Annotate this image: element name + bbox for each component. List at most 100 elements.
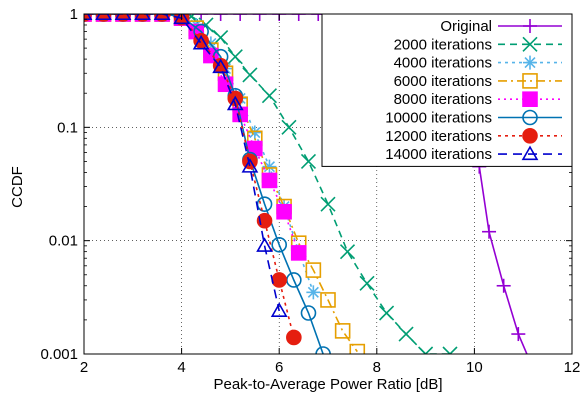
- series-14000-iterations-point: [226, 95, 244, 111]
- series-14000-iterations-point: [153, 14, 171, 21]
- y-tick-label: 0.1: [57, 119, 78, 136]
- legend-6000-iterations-marker-shape: [522, 73, 538, 89]
- series-original-point: [291, 14, 306, 21]
- legend-6000-iterations-label: 6000 iterations: [394, 73, 492, 90]
- series-14000-iterations-line: [84, 14, 280, 312]
- series-4000-iterations-point-stroke: [263, 161, 276, 173]
- series-2000-iterations-point-stroke: [320, 196, 336, 212]
- series-8000-iterations-point: [261, 172, 278, 189]
- x-tick-label: 10: [466, 359, 483, 376]
- series-14000-iterations-point-shape: [192, 34, 210, 50]
- series-14000-iterations-point-shape: [134, 14, 151, 21]
- legend-8000-iterations-marker: [522, 91, 538, 107]
- series-2000-iterations-point: [213, 29, 229, 46]
- series-14000-iterations-point: [241, 158, 259, 173]
- series-14000-iterations-point: [192, 34, 210, 50]
- legend-original-label: Original: [440, 18, 492, 35]
- series-original-point: [482, 224, 497, 239]
- series-2000-iterations-point: [281, 119, 297, 135]
- series-2000-iterations-point: [261, 88, 278, 104]
- series-14000-iterations-point: [134, 14, 151, 21]
- x-axis-label: Peak-to-Average Power Ratio [dB]: [213, 376, 442, 393]
- legend-12000-iterations-label: 12000 iterations: [385, 128, 492, 145]
- legend-6000-iterations-marker: [522, 73, 538, 89]
- series-12000-iterations-point-shape: [286, 329, 302, 346]
- series-2000-iterations-point: [320, 196, 336, 212]
- series-14000-iterations-point: [212, 58, 230, 74]
- y-axis-label: CCDF: [9, 166, 26, 208]
- legend-4000-iterations-marker-stroke: [524, 57, 536, 69]
- series-12000-iterations-point-shape: [193, 33, 209, 49]
- series-2000-iterations-point: [242, 67, 258, 83]
- legend-14000-iterations-marker: [521, 145, 539, 161]
- series-2000-iterations-point-stroke: [227, 49, 243, 65]
- series-6000-iterations-point-shape: [320, 292, 336, 308]
- legend-14000-iterations-label: 14000 iterations: [385, 146, 492, 163]
- series-4000-iterations-point-stroke: [307, 286, 319, 298]
- series-6000-iterations-point-shape: [305, 262, 322, 278]
- series-2000-iterations-point-stroke: [418, 346, 427, 354]
- x-tick-label: 2: [80, 359, 88, 376]
- series-10000-iterations-point: [315, 346, 331, 354]
- series-8000-iterations-point-shape: [261, 172, 278, 189]
- series-4000-iterations-point-stroke: [249, 126, 261, 139]
- series-2000-iterations-point-stroke: [424, 346, 434, 354]
- legend-10000-iterations-marker-shape: [522, 109, 538, 126]
- series-12000-iterations-point-shape: [242, 153, 258, 170]
- series-2000-iterations-point: [398, 326, 414, 342]
- series-8000-iterations-point-shape: [276, 203, 292, 220]
- series-2000-iterations-point: [418, 346, 434, 354]
- series-original-point: [233, 14, 248, 21]
- series-original-point: [511, 327, 526, 342]
- series-14000-iterations-point-shape: [256, 237, 273, 252]
- series-6000-iterations-point: [305, 262, 322, 278]
- series-6000-iterations-point: [320, 292, 336, 308]
- series-12000-iterations-point: [286, 329, 302, 346]
- series-6000-iterations-point-shape: [349, 343, 366, 354]
- series-10000-iterations-point: [271, 236, 288, 253]
- series-2000-iterations-point-stroke: [378, 305, 395, 321]
- series-4000-iterations-line: [84, 14, 315, 293]
- y-tick-label: 1: [70, 6, 78, 23]
- series-2000-iterations-point-stroke: [300, 153, 317, 170]
- series-14000-iterations-point-shape: [241, 158, 259, 173]
- series-6000-iterations-point: [349, 343, 366, 354]
- series-2000-iterations-point-stroke: [398, 326, 414, 342]
- series-2000-iterations-point: [339, 244, 356, 260]
- x-tick-label: 12: [564, 359, 581, 376]
- series-original-point: [252, 14, 267, 21]
- y-tick-label: 0.001: [40, 346, 78, 363]
- series-14000-iterations-point-shape: [226, 95, 244, 111]
- x-tick-label: 6: [275, 359, 283, 376]
- series-14000-iterations-point: [270, 302, 288, 317]
- series-4000-iterations-point: [247, 125, 262, 140]
- series-original-point: [311, 14, 326, 21]
- series-2000-iterations-point: [359, 275, 375, 291]
- series-8000-iterations-point: [276, 203, 292, 220]
- legend-12000-iterations-marker: [522, 128, 538, 144]
- series-14000-iterations-point-shape: [212, 58, 230, 74]
- series-2000-iterations-point: [300, 153, 317, 170]
- series-12000-iterations-point: [271, 272, 288, 288]
- series-2000-iterations-point-stroke: [339, 244, 356, 260]
- series-2000-iterations-point-stroke: [242, 67, 258, 83]
- series-14000-iterations-point-shape: [173, 14, 190, 25]
- series-original-point: [526, 361, 540, 375]
- series-10000-iterations-point-shape: [300, 305, 317, 321]
- series-original-point: [194, 14, 209, 21]
- legend-2000-iterations-marker: [522, 36, 538, 52]
- series-14000-iterations-point-shape: [95, 14, 112, 21]
- series-12000-iterations-point: [193, 33, 209, 49]
- series-6000-iterations-point: [334, 323, 351, 339]
- x-tick-label: 4: [177, 359, 185, 376]
- series-10000-iterations-line: [84, 14, 324, 354]
- series-2000-iterations-point-stroke: [281, 119, 297, 135]
- legend-10000-iterations-label: 10000 iterations: [385, 110, 492, 127]
- series-14000-iterations-point-shape: [270, 302, 288, 317]
- legend-14000-iterations-marker-shape: [521, 145, 539, 161]
- series-14000-iterations-point: [95, 14, 112, 21]
- x-tick-label: 8: [373, 359, 381, 376]
